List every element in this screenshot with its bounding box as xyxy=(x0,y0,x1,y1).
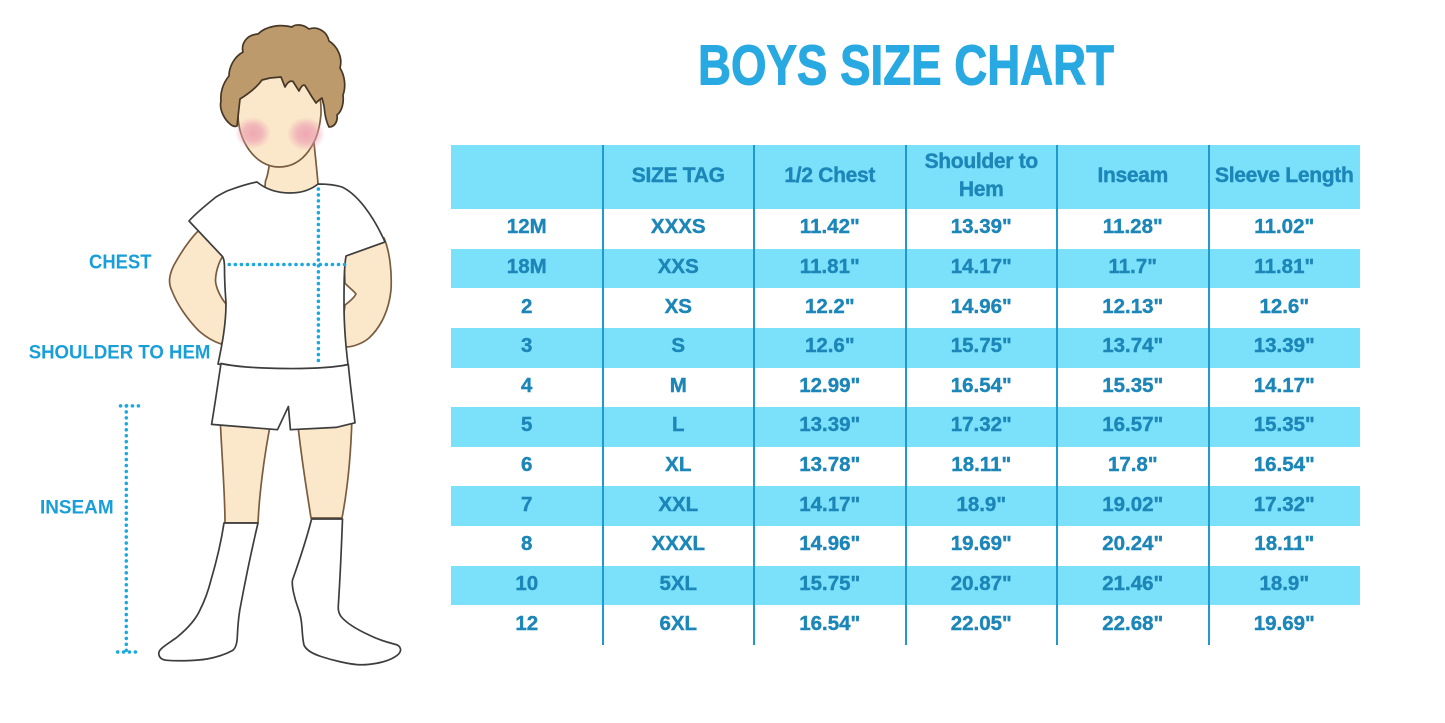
svg-text:SHOULDER TO HEM: SHOULDER TO HEM xyxy=(29,342,211,363)
svg-text:BOYS SIZE CHART: BOYS SIZE CHART xyxy=(698,33,1114,97)
svg-text:CHEST: CHEST xyxy=(89,251,152,273)
svg-text:INSEAM: INSEAM xyxy=(40,498,114,519)
